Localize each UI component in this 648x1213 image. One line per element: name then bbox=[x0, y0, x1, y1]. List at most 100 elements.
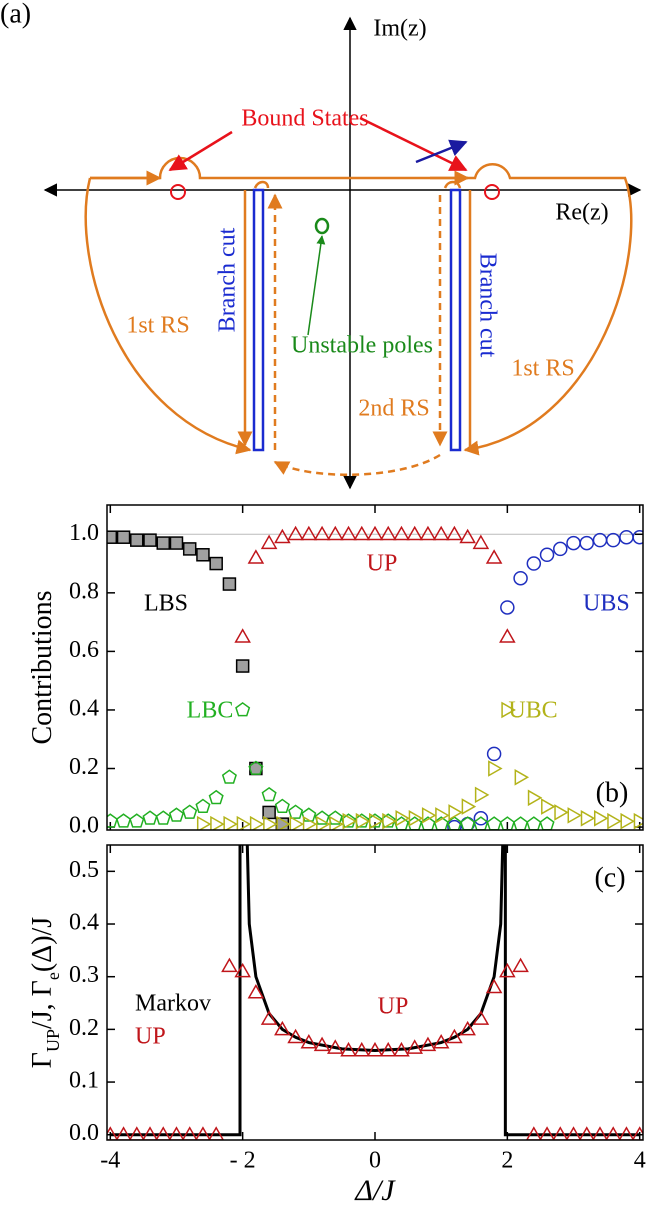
series-label: LBC bbox=[187, 698, 234, 724]
marker bbox=[340, 1041, 357, 1057]
marker bbox=[553, 541, 568, 557]
marker bbox=[261, 786, 277, 802]
arrow bbox=[359, 116, 468, 172]
marker bbox=[314, 810, 330, 825]
marker bbox=[142, 810, 158, 825]
marker bbox=[353, 1041, 371, 1057]
y-axis-label: Contributions bbox=[27, 590, 58, 744]
bound-state-pole bbox=[170, 184, 186, 200]
data bbox=[107, 845, 643, 1140]
x-tick-label: - 2 bbox=[230, 1148, 256, 1174]
marker bbox=[329, 815, 344, 830]
marker bbox=[107, 813, 118, 828]
diagram: (a) Im(z) Re(z) Bound States Branch cut … bbox=[0, 0, 642, 490]
marker bbox=[274, 798, 290, 813]
marker bbox=[263, 815, 278, 830]
marker bbox=[289, 815, 305, 830]
marker bbox=[461, 798, 477, 815]
marker bbox=[514, 769, 530, 786]
marker bbox=[473, 811, 489, 826]
line bbox=[110, 845, 640, 1137]
unstable-pole bbox=[314, 217, 330, 235]
marker bbox=[421, 807, 437, 824]
marker bbox=[355, 812, 371, 830]
marker bbox=[579, 535, 595, 551]
marker bbox=[221, 957, 238, 973]
marker bbox=[300, 1034, 318, 1049]
marker bbox=[274, 528, 291, 544]
y-axis-label: ΓUP/J, Γe(Δ)/J bbox=[27, 917, 63, 1069]
marker bbox=[580, 809, 596, 827]
y-tick-label: 0.3 bbox=[69, 962, 99, 988]
marker bbox=[247, 983, 265, 999]
annotation: 1st RS bbox=[126, 313, 189, 339]
marker bbox=[195, 798, 211, 813]
marker bbox=[300, 525, 318, 541]
marker bbox=[107, 530, 118, 544]
marker bbox=[379, 525, 397, 541]
marker bbox=[287, 525, 304, 541]
frame bbox=[106, 504, 644, 831]
marker bbox=[541, 798, 556, 815]
marker bbox=[406, 525, 423, 541]
annotation: UP bbox=[378, 994, 409, 1020]
y-axis-label-part: /J, Γ bbox=[27, 980, 58, 1029]
marker bbox=[276, 815, 291, 830]
marker bbox=[369, 812, 384, 830]
marker bbox=[500, 600, 515, 615]
marker bbox=[221, 769, 237, 784]
annotation: (c) bbox=[594, 862, 625, 893]
y-tick-label: 0.5 bbox=[69, 857, 99, 883]
marker bbox=[459, 1020, 476, 1036]
marker bbox=[260, 1010, 278, 1025]
marker bbox=[169, 536, 184, 550]
marker bbox=[249, 815, 265, 830]
arrow bbox=[415, 139, 468, 164]
marker bbox=[182, 804, 198, 819]
marker bbox=[485, 549, 503, 564]
marker bbox=[302, 815, 318, 830]
second-sheet-path bbox=[267, 193, 448, 476]
y-tick-label: 0.6 bbox=[69, 637, 99, 663]
marker bbox=[366, 1041, 384, 1057]
marker bbox=[210, 815, 225, 830]
branch-cut bbox=[449, 188, 462, 452]
marker bbox=[406, 1039, 423, 1054]
marker bbox=[486, 746, 502, 762]
marker bbox=[446, 525, 463, 541]
marker bbox=[327, 525, 344, 541]
marker bbox=[340, 525, 357, 541]
marker bbox=[129, 813, 145, 828]
y-tick-label: 0.4 bbox=[69, 910, 99, 936]
marker bbox=[235, 659, 250, 673]
marker bbox=[288, 804, 304, 819]
marker bbox=[513, 570, 528, 586]
marker bbox=[222, 577, 237, 591]
marker bbox=[472, 1010, 490, 1025]
x-tick-label: -4 bbox=[100, 1148, 120, 1174]
y-tick-label: 1.0 bbox=[69, 520, 99, 546]
marker bbox=[223, 815, 238, 830]
marker bbox=[353, 525, 371, 541]
arrow bbox=[168, 130, 233, 172]
y-tick-label: 0.2 bbox=[69, 754, 99, 780]
marker bbox=[432, 1034, 450, 1049]
marker bbox=[247, 549, 265, 564]
marker bbox=[313, 1036, 331, 1052]
marker bbox=[419, 1036, 437, 1052]
x-tick-label: 4 bbox=[634, 1148, 646, 1174]
marker bbox=[512, 957, 529, 973]
y-tick-label: 0.2 bbox=[69, 1015, 99, 1041]
y-axis-label-part: Contributions bbox=[27, 590, 58, 744]
marker bbox=[236, 815, 252, 830]
marker bbox=[379, 1041, 397, 1057]
marker bbox=[499, 962, 516, 978]
marker bbox=[605, 532, 621, 548]
annotation: 1st RS bbox=[511, 356, 574, 382]
marker bbox=[607, 812, 622, 830]
marker bbox=[196, 548, 210, 562]
y-axis-label-part: e bbox=[43, 972, 63, 980]
marker bbox=[366, 525, 384, 541]
